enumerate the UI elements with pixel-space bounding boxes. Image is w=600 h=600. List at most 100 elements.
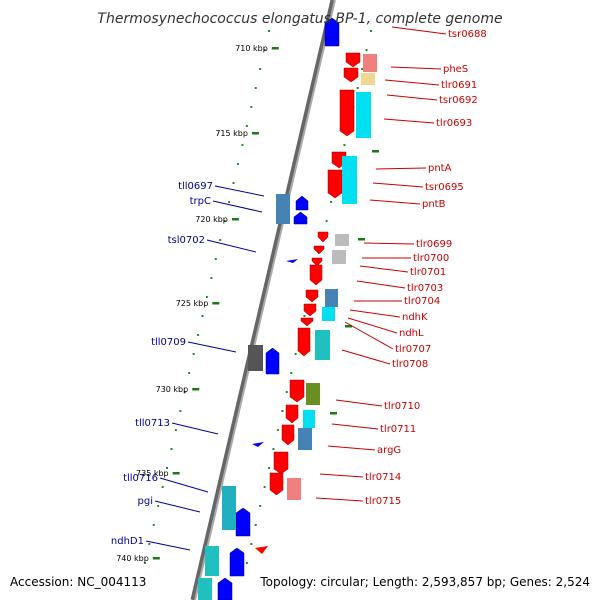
reverse-label-leader — [187, 341, 237, 353]
right-track-dot — [294, 353, 297, 355]
gene-box-teal — [198, 578, 212, 600]
left-track-dot — [174, 429, 177, 431]
forward-label-leader — [341, 349, 391, 365]
forward-gene-arrow — [285, 404, 299, 424]
scale-tick — [271, 47, 279, 50]
forward-gene-label: tlr0701 — [410, 267, 446, 278]
forward-gene-label: tlr0691 — [441, 80, 477, 91]
left-track-dot — [183, 391, 186, 393]
forward-gene-arrow — [309, 264, 323, 286]
right-track-dot — [370, 30, 372, 32]
forward-label-leader — [335, 399, 383, 407]
reverse-gene-arrow — [324, 17, 340, 47]
forward-label-leader — [375, 167, 427, 170]
forward-gene-label: ndhK — [402, 312, 428, 323]
reverse-label-leader — [145, 540, 191, 551]
left-track-dot — [148, 543, 151, 545]
gene-box-cyan — [322, 307, 335, 321]
gene-box-yellow — [361, 73, 375, 85]
forward-gene-label: tlr0707 — [395, 344, 431, 355]
forward-gene-label: tlr0715 — [365, 496, 401, 507]
minor-tick — [372, 150, 379, 153]
forward-label-leader — [327, 445, 376, 451]
reverse-gene-label: tll0697 — [178, 181, 213, 192]
left-track-dot — [263, 49, 266, 51]
scale-tick-label: 735 kbp — [136, 469, 169, 478]
scale-tick-label: 720 kbp — [195, 215, 228, 224]
reverse-gene-label: tll0709 — [151, 337, 186, 348]
forward-gene-label: tsr0688 — [448, 29, 487, 40]
forward-gene-label: tlr0711 — [380, 424, 416, 435]
scale-tick-label: 740 kbp — [116, 554, 149, 563]
gene-box-steelblue — [276, 194, 290, 224]
left-track-dot — [259, 68, 262, 70]
right-track-dot — [250, 543, 253, 545]
forward-gene-label: tsr0692 — [439, 95, 478, 106]
forward-gene-arrow — [327, 169, 343, 199]
scale-tick — [172, 472, 180, 475]
scale-tick — [152, 557, 160, 560]
scale-tick — [212, 302, 220, 305]
forward-label-leader — [369, 199, 421, 205]
reverse-label-leader — [171, 422, 219, 435]
forward-label-leader — [315, 497, 364, 502]
left-track-dot — [223, 220, 226, 222]
genome-backbone — [190, 0, 336, 600]
forward-gene-label: argG — [377, 445, 401, 456]
gene-box-pink — [363, 54, 377, 72]
right-track-dot — [325, 220, 328, 222]
gene-box-gray — [335, 234, 349, 246]
reverse-gene-small — [252, 442, 264, 447]
forward-label-leader — [356, 280, 406, 289]
forward-label-leader — [372, 182, 424, 188]
gene-box-steelblue — [298, 428, 312, 450]
right-track-dot — [365, 49, 368, 51]
forward-gene-label: pntA — [428, 163, 452, 174]
reverse-gene-label: pgi — [138, 496, 153, 507]
forward-gene-label: tlr0704 — [404, 296, 440, 307]
forward-gene-arrow — [297, 327, 311, 357]
forward-label-leader — [344, 321, 394, 350]
forward-gene-small — [255, 546, 268, 554]
right-track-dot — [259, 505, 262, 507]
forward-gene-arrow — [303, 303, 317, 317]
left-track-dot — [228, 201, 231, 203]
forward-gene-label: pntB — [422, 199, 446, 210]
forward-label-leader — [391, 26, 447, 35]
reverse-gene-label: tsl0702 — [168, 235, 205, 246]
right-track-dot — [254, 524, 257, 526]
reverse-gene-label: trpC — [190, 196, 211, 207]
left-track-dot — [268, 30, 270, 32]
forward-gene-arrow — [311, 257, 323, 267]
forward-gene-arrow — [313, 245, 325, 255]
reverse-gene-arrow — [265, 347, 280, 375]
forward-gene-arrow — [317, 231, 329, 243]
forward-gene-arrow — [300, 317, 314, 327]
left-track-dot — [236, 163, 239, 165]
gene-box-pink — [287, 478, 301, 500]
map-title: Thermosynechococcus elongatus BP-1, comp… — [97, 11, 502, 27]
right-track-dot — [303, 315, 306, 317]
gene-box-cyan — [356, 92, 371, 138]
forward-gene-label: tlr0699 — [416, 239, 452, 250]
scale-tick — [192, 388, 200, 391]
minor-tick — [345, 325, 352, 328]
forward-gene-label: ndhL — [399, 328, 424, 339]
reverse-gene-arrow — [293, 211, 308, 225]
reverse-gene-small — [286, 259, 298, 263]
left-track-dot — [143, 562, 146, 564]
left-track-dot — [197, 334, 200, 336]
forward-label-leader — [347, 317, 398, 334]
reverse-gene-arrow — [235, 507, 251, 537]
scale-tick-label: 730 kbp — [156, 385, 189, 394]
left-track-dot — [166, 467, 169, 469]
feature-layer — [198, 17, 377, 600]
forward-gene-arrow — [289, 379, 305, 403]
right-track-dot — [330, 201, 333, 203]
forward-gene-label: tlr0703 — [407, 283, 443, 294]
scale-tick — [231, 218, 239, 221]
reverse-gene-arrow — [217, 577, 233, 600]
forward-label-leader — [384, 79, 440, 86]
right-track-dot — [263, 486, 266, 488]
forward-gene-arrow — [343, 67, 359, 83]
